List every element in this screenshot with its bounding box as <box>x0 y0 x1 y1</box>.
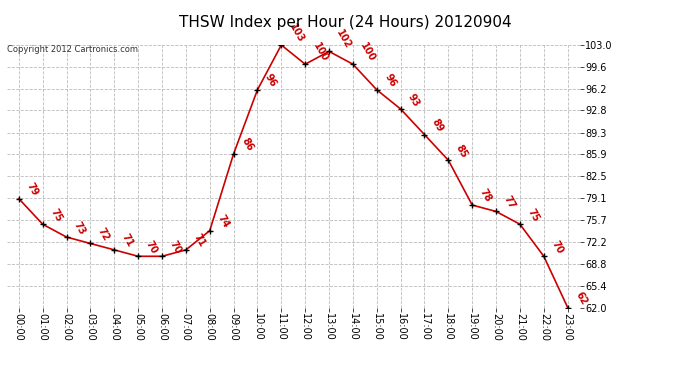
Text: 79: 79 <box>24 181 40 198</box>
Text: 77: 77 <box>502 194 517 211</box>
Text: 85: 85 <box>454 142 469 159</box>
Text: Copyright 2012 Cartronics.com: Copyright 2012 Cartronics.com <box>7 45 138 54</box>
Text: 96: 96 <box>382 72 397 89</box>
Text: 78: 78 <box>477 188 493 204</box>
Text: 89: 89 <box>430 117 446 134</box>
Text: 72: 72 <box>96 226 111 243</box>
Text: 70: 70 <box>168 239 183 255</box>
Text: 96: 96 <box>263 72 279 89</box>
Text: 100: 100 <box>359 41 377 63</box>
Text: 75: 75 <box>48 207 63 224</box>
Text: 86: 86 <box>239 136 255 153</box>
Text: 70: 70 <box>549 239 565 255</box>
Text: 74: 74 <box>215 213 230 230</box>
Text: 71: 71 <box>191 232 207 249</box>
Text: THSW Index per Hour (24 Hours) 20120904: THSW Index per Hour (24 Hours) 20120904 <box>179 15 511 30</box>
Text: 102: 102 <box>335 28 353 51</box>
Text: 103: 103 <box>287 22 306 44</box>
Text: 73: 73 <box>72 220 88 236</box>
Text: THSW  (°F): THSW (°F) <box>597 30 652 39</box>
Text: 93: 93 <box>406 92 422 108</box>
Text: 75: 75 <box>526 207 541 224</box>
Text: 100: 100 <box>310 41 330 63</box>
Text: 71: 71 <box>120 232 135 249</box>
Text: 62: 62 <box>573 290 589 307</box>
Text: 70: 70 <box>144 239 159 255</box>
